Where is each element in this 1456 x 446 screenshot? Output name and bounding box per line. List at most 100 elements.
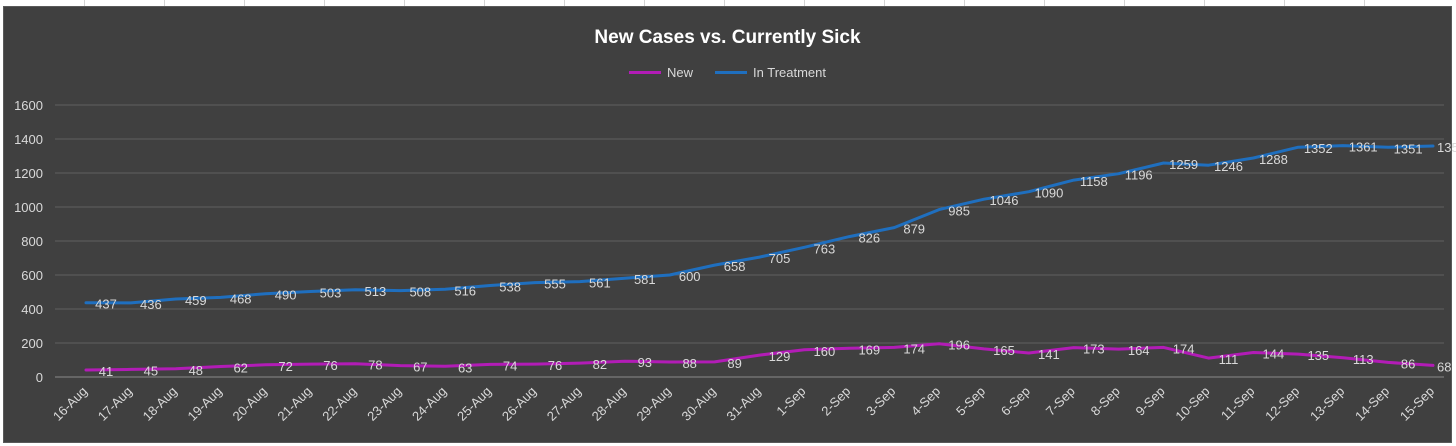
data-label-in-treatment: 1288 (1259, 152, 1288, 167)
x-tick-label: 12-Sep (1262, 384, 1302, 424)
sheet-gridline (404, 0, 405, 6)
x-tick-label: 14-Sep (1352, 384, 1392, 424)
y-tick-label: 600 (21, 268, 43, 283)
sheet-gridline (1284, 0, 1285, 6)
sheet-gridline (724, 0, 725, 6)
data-label-new: 48 (189, 363, 203, 378)
data-label-new: 45 (144, 363, 158, 378)
x-tick-label: 20-Aug (229, 384, 269, 424)
x-tick-label: 17-Aug (95, 384, 135, 424)
data-label-in-treatment: 437 (95, 297, 117, 312)
x-tick-label: 9-Sep (1133, 384, 1168, 419)
x-tick-label: 15-Sep (1397, 384, 1437, 424)
data-label-new: 86 (1401, 356, 1415, 371)
data-label-new: 88 (682, 356, 696, 371)
data-label-new: 144 (1263, 347, 1285, 362)
data-label-in-treatment: 705 (769, 251, 791, 266)
data-label-in-treatment: 459 (185, 293, 207, 308)
sheet-gridline (644, 0, 645, 6)
x-tick-label: 29-Aug (634, 384, 674, 424)
legend-label-in-treatment: In Treatment (753, 65, 826, 80)
x-tick-label: 24-Aug (409, 384, 449, 424)
data-label-new: 135 (1307, 348, 1329, 363)
y-tick-label: 1400 (14, 132, 43, 147)
sheet-gridline (884, 0, 885, 6)
data-label-new: 78 (368, 358, 382, 373)
data-label-in-treatment: 508 (409, 285, 431, 300)
sheet-gridline (964, 0, 965, 6)
x-tick-label: 13-Sep (1307, 384, 1347, 424)
data-label-in-treatment: 985 (948, 204, 970, 219)
data-label-new: 196 (948, 338, 970, 353)
data-label-new: 173 (1083, 342, 1105, 357)
sheet-gridline (1204, 0, 1205, 6)
sheet-gridline (84, 0, 85, 6)
data-label-new: 141 (1038, 347, 1060, 362)
sheet-gridline (1364, 0, 1365, 6)
legend-item-in-treatment: In Treatment (715, 65, 826, 80)
x-tick-label: 22-Aug (319, 384, 359, 424)
data-label-in-treatment: 1359 (1437, 140, 1456, 155)
x-tick-label: 6-Sep (998, 384, 1033, 419)
x-tick-label: 11-Sep (1218, 384, 1258, 424)
x-tick-label: 26-Aug (499, 384, 539, 424)
data-label-new: 160 (814, 344, 836, 359)
data-label-new: 76 (323, 358, 337, 373)
x-tick-label: 31-Aug (723, 384, 763, 424)
data-label-in-treatment: 1090 (1034, 186, 1063, 201)
x-tick-label: 1-Sep (773, 384, 808, 419)
data-label-new: 174 (1173, 341, 1195, 356)
data-label-in-treatment: 1259 (1169, 157, 1198, 172)
data-label-in-treatment: 1361 (1349, 140, 1378, 155)
data-label-new: 63 (458, 360, 472, 375)
data-label-in-treatment: 513 (365, 284, 387, 299)
data-label-new: 174 (903, 341, 925, 356)
data-label-new: 41 (99, 364, 113, 379)
series-line-new (84, 342, 1435, 372)
chart-area[interactable]: New Cases vs. Currently Sick New In Trea… (3, 6, 1452, 443)
data-label-in-treatment: 1352 (1304, 141, 1333, 156)
y-tick-label: 1600 (14, 98, 43, 113)
data-label-in-treatment: 503 (320, 285, 342, 300)
sheet-gridline (484, 0, 485, 6)
data-label-new: 82 (593, 357, 607, 372)
data-label-in-treatment: 1196 (1125, 168, 1153, 183)
x-tick-label: 18-Aug (140, 384, 180, 424)
x-tick-label: 25-Aug (454, 384, 494, 424)
data-label-in-treatment: 600 (679, 269, 701, 284)
y-tick-label: 400 (21, 302, 43, 317)
sheet-gridline (1124, 0, 1125, 6)
sheet-gridline (164, 0, 165, 6)
y-tick-label: 1000 (14, 200, 43, 215)
data-label-in-treatment: 879 (903, 222, 925, 237)
x-tick-label: 2-Sep (818, 384, 853, 419)
legend-swatch-in-treatment (715, 71, 748, 74)
legend-label-new: New (667, 65, 694, 80)
x-tick-label: 27-Aug (544, 384, 584, 424)
data-label-new: 89 (727, 356, 741, 371)
data-label-new: 67 (413, 360, 427, 375)
y-tick-label: 1200 (14, 166, 43, 181)
data-label-new: 72 (278, 359, 292, 374)
series-line-in-treatment (84, 144, 1435, 305)
chart-title: New Cases vs. Currently Sick (594, 27, 861, 48)
sheet-gridline (804, 0, 805, 6)
data-label-new: 113 (1353, 352, 1374, 367)
data-label-new: 164 (1128, 343, 1150, 358)
data-label-in-treatment: 1246 (1214, 159, 1243, 174)
x-tick-label: 3-Sep (863, 384, 898, 419)
data-label-new: 165 (993, 343, 1015, 358)
sheet-gridline (564, 0, 565, 6)
data-label-in-treatment: 516 (454, 283, 476, 298)
x-tick-label: 5-Sep (953, 384, 988, 419)
data-label-new: 93 (638, 355, 652, 370)
x-tick-label: 19-Aug (185, 384, 225, 424)
data-label-in-treatment: 658 (724, 259, 746, 274)
x-tick-label: 28-Aug (589, 384, 629, 424)
y-tick-label: 800 (21, 234, 43, 249)
data-label-in-treatment: 538 (499, 280, 521, 295)
data-label-new: 129 (769, 349, 791, 364)
x-tick-label: 7-Sep (1043, 384, 1078, 419)
x-tick-label: 23-Aug (364, 384, 404, 424)
